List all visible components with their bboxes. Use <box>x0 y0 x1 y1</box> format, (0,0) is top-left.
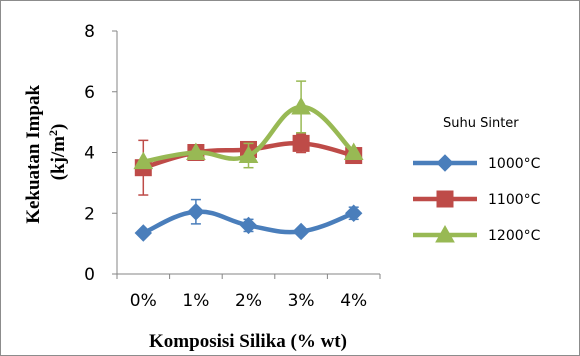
x-tick-label: 1% <box>182 291 209 311</box>
legend-label: 1000°C <box>488 156 541 172</box>
legend-title: Suhu Sinter <box>443 116 519 131</box>
series-3 <box>133 80 364 170</box>
legend-label: 1100°C <box>488 192 541 208</box>
data-point <box>292 134 310 152</box>
legend-items: 1000°C 1100°C 1200°C <box>413 154 541 244</box>
data-point <box>344 204 363 222</box>
data-point <box>134 224 153 242</box>
data-point <box>238 145 259 164</box>
x-tick-label: 2% <box>235 291 262 311</box>
y-axis-unit-superscript: 2 <box>46 130 60 136</box>
y-axis-title: Kekuatan Impak (kj/m2) <box>23 80 69 224</box>
data-point <box>292 222 310 241</box>
y-tick-label: 0 <box>84 265 95 285</box>
legend-item-3: 1200°C <box>413 224 541 244</box>
y-axis-title-main: Kekuatan Impak <box>23 85 44 224</box>
legend-marker <box>435 224 455 243</box>
y-axis-unit-prefix: (kj/m <box>48 136 69 181</box>
x-tick-label: 0% <box>130 291 157 311</box>
legend: Suhu Sinter 1000°C 1100°C 1200°C <box>413 116 541 244</box>
x-axis-title: Komposisi Silika (% wt) <box>149 331 347 352</box>
data-point <box>239 216 258 235</box>
legend-item-1: 1000°C <box>413 154 541 172</box>
y-tick-label: 6 <box>84 83 95 103</box>
data-point <box>343 142 364 160</box>
series-1 <box>134 198 363 242</box>
data-point <box>291 96 311 115</box>
y-axis-title-unit: (kj/m2) <box>46 124 69 181</box>
y-axis-unit-suffix: ) <box>48 124 69 130</box>
y-tick-label: 8 <box>84 22 95 42</box>
data-point <box>187 203 205 221</box>
legend-marker <box>436 154 454 172</box>
series-layer <box>133 80 364 242</box>
data-point <box>186 142 206 160</box>
legend-item-2: 1100°C <box>413 190 541 208</box>
legend-label: 1200°C <box>488 228 541 244</box>
x-tick-labels: 0% 1% 2% 3% 4% <box>116 274 381 311</box>
data-point <box>133 151 154 170</box>
x-tick-label: 4% <box>340 291 367 311</box>
y-tick-labels: 0 2 4 6 8 <box>84 22 117 285</box>
legend-marker <box>436 190 454 208</box>
y-tick-label: 2 <box>84 204 95 224</box>
x-tick-label: 3% <box>288 291 315 311</box>
y-tick-label: 4 <box>84 144 95 164</box>
